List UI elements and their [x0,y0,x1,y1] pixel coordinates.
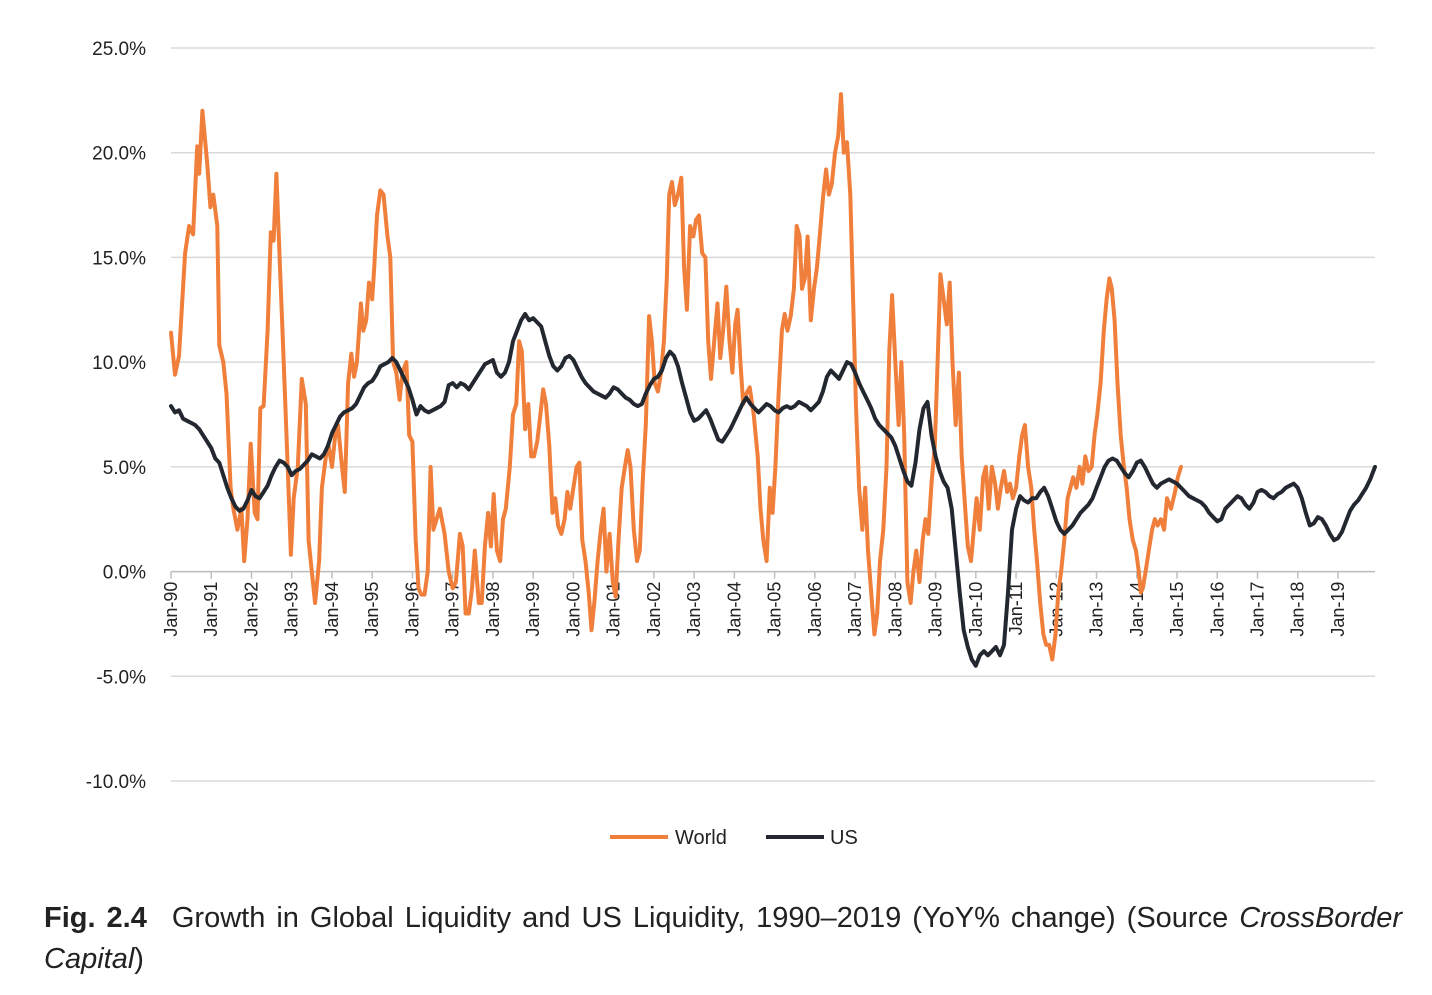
x-tick-label: Jan-94 [322,582,342,637]
x-tick-label: Jan-00 [563,582,583,637]
caption-text-after: ) [134,943,144,975]
y-axis-ticks: 25.0% 20.0% 15.0% 10.0% 5.0% 0.0% -5.0% -10.0% [86,39,146,793]
x-axis: Jan-90 Jan-91 Jan-92 Jan-93 Jan-94 Jan-95 Jan-… [161,570,1375,637]
x-tick-label: Jan-10 [966,582,986,637]
caption-text: Growth in Global Liquidity and US Liquid… [171,902,1240,934]
y-tick-label: 10.0% [92,353,146,374]
caption-source: CrossBorder Capital [44,902,1403,975]
legend-label-world: World [675,827,727,849]
legend-label-us: US [830,827,858,849]
x-tick-label: Jan-92 [241,582,261,637]
y-tick-label: -5.0% [96,667,146,688]
x-tick-label: Jan-05 [765,582,785,637]
gridlines [171,47,1375,782]
y-tick-label: 15.0% [92,248,146,269]
x-tick-label: Jan-04 [724,582,744,637]
x-tick-label: Jan-95 [362,582,382,637]
y-tick-label: 25.0% [92,39,146,60]
series-line-world [169,92,1183,662]
x-tick-label: Jan-98 [483,582,503,637]
x-tick-label: Jan-09 [926,582,946,637]
x-tick-label: Jan-11 [1006,582,1026,636]
y-tick-label: 0.0% [103,563,146,584]
x-tick-label: Jan-08 [885,582,905,637]
x-tick-label: Jan-19 [1328,582,1348,637]
x-tick-label: Jan-93 [282,582,302,637]
x-tick-label: Jan-01 [604,582,624,637]
figure-caption: Fig. 2.4 Growth in Global Liquidity and … [44,898,1402,980]
x-tick-label: Jan-13 [1087,582,1107,637]
x-tick-label: Jan-16 [1207,582,1227,637]
x-tick-label: Jan-96 [402,582,422,637]
x-tick-label: Jan-06 [805,582,825,637]
x-tick-label: Jan-91 [201,582,221,637]
x-tick-label: Jan-99 [523,582,543,637]
x-tick-label: Jan-18 [1288,582,1308,637]
x-tick-label: Jan-07 [845,582,865,637]
series-lines [169,92,1377,668]
x-tick-label: Jan-03 [684,582,704,637]
x-tick-label: Jan-14 [1127,582,1147,637]
y-tick-label: -10.0% [86,772,146,793]
y-tick-label: 20.0% [92,144,146,165]
x-tick-label: Jan-02 [644,582,664,637]
x-tick-label: Jan-90 [161,582,181,637]
x-tick-label: Jan-17 [1247,582,1267,637]
caption-label: Fig. 2.4 [44,902,147,934]
y-tick-label: 5.0% [103,458,146,479]
x-tick-label: Jan-15 [1167,582,1187,637]
series-line-us [169,312,1377,668]
x-tick-label: Jan-97 [443,582,463,637]
legend: World US [610,827,858,849]
line-chart: 25.0%20.0%15.0%10.0%5.0%0.0%-5.0%-10.0% … [86,39,1377,849]
